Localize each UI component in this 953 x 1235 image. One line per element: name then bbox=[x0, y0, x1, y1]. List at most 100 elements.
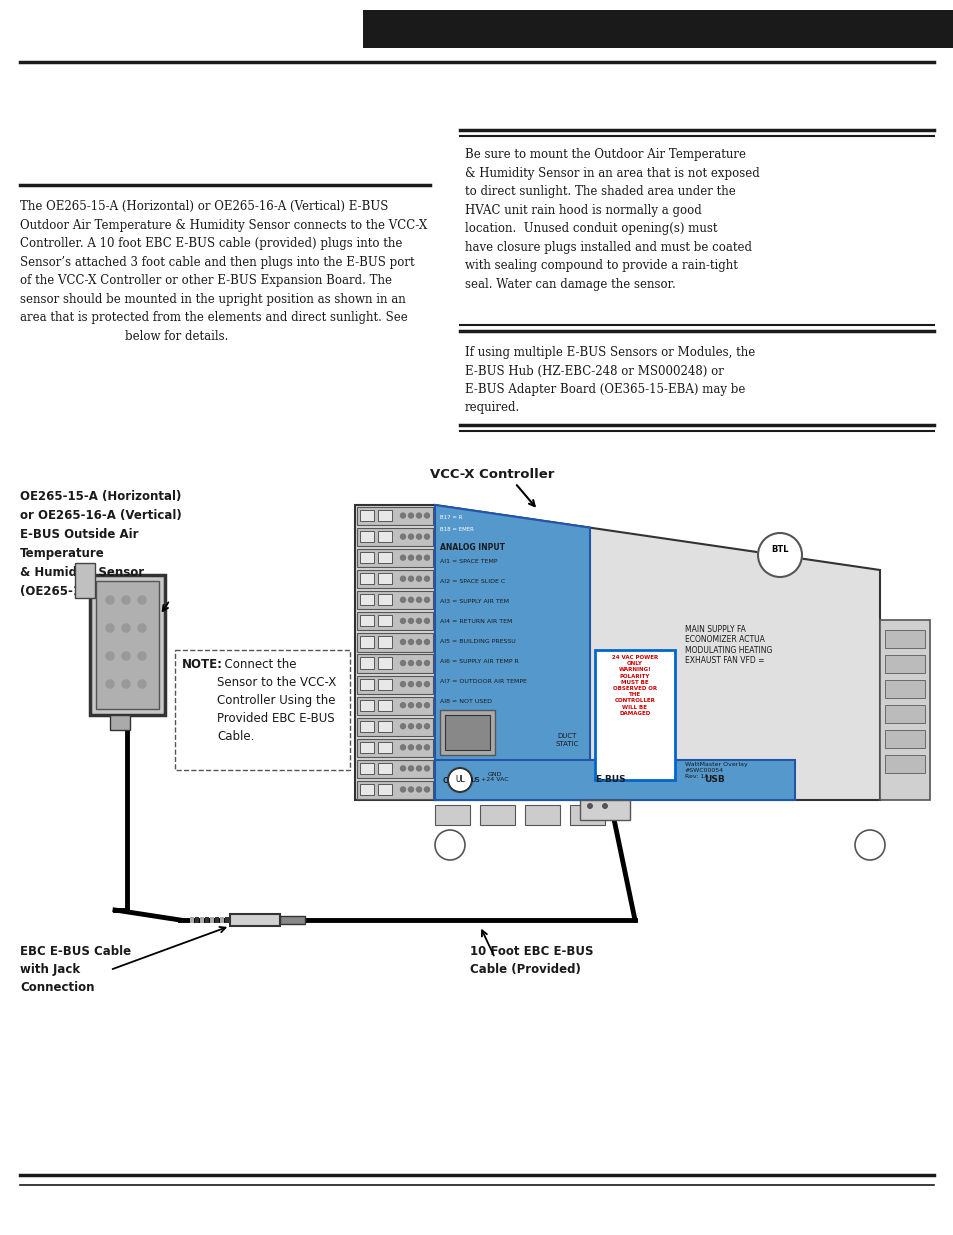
Bar bbox=[377, 657, 392, 668]
Circle shape bbox=[435, 830, 464, 860]
Circle shape bbox=[424, 766, 429, 771]
Circle shape bbox=[416, 661, 421, 666]
Circle shape bbox=[424, 745, 429, 750]
Circle shape bbox=[400, 787, 405, 792]
Circle shape bbox=[122, 652, 130, 659]
Bar bbox=[884, 655, 924, 673]
Text: c: c bbox=[442, 776, 447, 785]
Circle shape bbox=[424, 787, 429, 792]
Circle shape bbox=[602, 804, 606, 808]
Bar bbox=[356, 697, 433, 715]
Circle shape bbox=[408, 513, 413, 517]
Text: ANALOG INPUT: ANALOG INPUT bbox=[439, 543, 504, 552]
Bar bbox=[359, 531, 374, 542]
Circle shape bbox=[400, 640, 405, 645]
Circle shape bbox=[416, 619, 421, 624]
Text: AI4 = RETURN AIR TEM: AI4 = RETURN AIR TEM bbox=[439, 619, 512, 624]
Text: Be sure to mount the Outdoor Air Temperature
& Humidity Sensor in an area that i: Be sure to mount the Outdoor Air Tempera… bbox=[464, 148, 759, 290]
Circle shape bbox=[408, 661, 413, 666]
Text: UL: UL bbox=[455, 776, 464, 784]
Circle shape bbox=[416, 703, 421, 708]
Bar bbox=[359, 615, 374, 626]
Text: NOTE:: NOTE: bbox=[182, 658, 223, 671]
Circle shape bbox=[408, 724, 413, 729]
Circle shape bbox=[122, 597, 130, 604]
Circle shape bbox=[424, 513, 429, 517]
Circle shape bbox=[408, 534, 413, 540]
Bar bbox=[884, 730, 924, 748]
Circle shape bbox=[416, 640, 421, 645]
Text: BTL: BTL bbox=[770, 546, 788, 555]
Bar bbox=[884, 680, 924, 698]
Circle shape bbox=[408, 640, 413, 645]
Bar bbox=[377, 700, 392, 710]
Circle shape bbox=[424, 640, 429, 645]
Circle shape bbox=[400, 534, 405, 540]
Circle shape bbox=[448, 768, 472, 792]
Bar bbox=[444, 715, 490, 750]
Bar bbox=[210, 918, 213, 923]
Text: DUCT
STATIC: DUCT STATIC bbox=[555, 734, 578, 747]
Circle shape bbox=[408, 598, 413, 603]
Circle shape bbox=[416, 724, 421, 729]
Text: GND
+24 VAC: GND +24 VAC bbox=[480, 772, 508, 783]
Circle shape bbox=[106, 597, 113, 604]
Bar bbox=[194, 918, 199, 923]
Bar bbox=[377, 784, 392, 795]
Bar bbox=[355, 505, 435, 800]
Bar bbox=[377, 615, 392, 626]
Circle shape bbox=[424, 619, 429, 624]
Circle shape bbox=[424, 556, 429, 561]
Bar bbox=[225, 918, 229, 923]
Text: 10 Foot EBC E-BUS
Cable (Provided): 10 Foot EBC E-BUS Cable (Provided) bbox=[470, 945, 593, 976]
Circle shape bbox=[416, 766, 421, 771]
Circle shape bbox=[424, 598, 429, 603]
Bar bbox=[356, 571, 433, 588]
Bar bbox=[377, 594, 392, 605]
Bar bbox=[595, 650, 675, 781]
Text: MAIN SUPPLY FA
ECONOMIZER ACTUA
MODULATING HEATING
EXHAUST FAN VFD =: MAIN SUPPLY FA ECONOMIZER ACTUA MODULATI… bbox=[684, 625, 772, 666]
Circle shape bbox=[408, 682, 413, 687]
Text: US: US bbox=[470, 777, 479, 783]
Circle shape bbox=[424, 682, 429, 687]
Circle shape bbox=[416, 745, 421, 750]
Bar bbox=[579, 800, 629, 820]
Circle shape bbox=[408, 787, 413, 792]
Circle shape bbox=[416, 577, 421, 582]
Text: E-BUS: E-BUS bbox=[594, 776, 624, 784]
Bar bbox=[377, 552, 392, 563]
Bar bbox=[435, 760, 794, 800]
Bar bbox=[230, 914, 280, 926]
Circle shape bbox=[106, 652, 113, 659]
Bar bbox=[884, 755, 924, 773]
Bar bbox=[75, 563, 95, 598]
Text: WattMaster Overlay
#SWC00054
Rev: 1A: WattMaster Overlay #SWC00054 Rev: 1A bbox=[684, 762, 747, 779]
Bar bbox=[359, 657, 374, 668]
Bar bbox=[363, 10, 953, 48]
Bar bbox=[200, 918, 204, 923]
Text: B17 = R: B17 = R bbox=[439, 515, 462, 520]
Bar bbox=[356, 613, 433, 630]
Circle shape bbox=[602, 804, 606, 808]
Bar bbox=[524, 805, 559, 825]
Bar bbox=[110, 715, 130, 730]
Bar bbox=[356, 739, 433, 757]
Circle shape bbox=[416, 682, 421, 687]
Bar bbox=[377, 510, 392, 521]
Circle shape bbox=[106, 680, 113, 688]
Bar bbox=[359, 510, 374, 521]
Bar bbox=[359, 552, 374, 563]
Bar bbox=[479, 805, 515, 825]
Text: AI7 = OUTDOOR AIR TEMPE: AI7 = OUTDOOR AIR TEMPE bbox=[439, 679, 526, 684]
Circle shape bbox=[138, 680, 146, 688]
Circle shape bbox=[408, 766, 413, 771]
Circle shape bbox=[138, 652, 146, 659]
Circle shape bbox=[400, 556, 405, 561]
Circle shape bbox=[416, 787, 421, 792]
Text: AI3 = SUPPLY AIR TEM: AI3 = SUPPLY AIR TEM bbox=[439, 599, 509, 604]
Text: The OE265-15-A (Horizontal) or OE265-16-A (Vertical) E-BUS
Outdoor Air Temperatu: The OE265-15-A (Horizontal) or OE265-16-… bbox=[20, 200, 427, 342]
Bar bbox=[884, 705, 924, 722]
Bar bbox=[879, 620, 929, 800]
Circle shape bbox=[424, 661, 429, 666]
Bar bbox=[377, 531, 392, 542]
